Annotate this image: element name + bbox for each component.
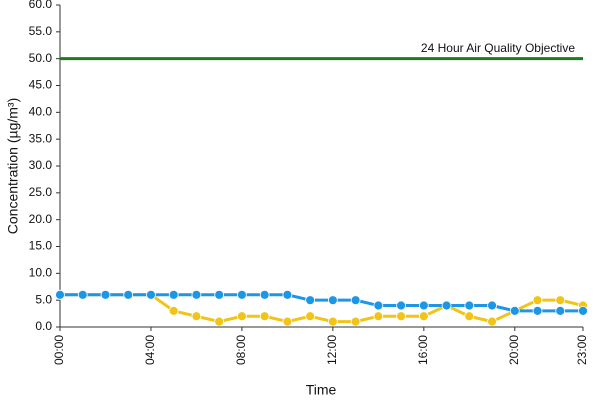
x-tick-label: 04:00 — [143, 335, 157, 365]
data-point — [487, 300, 497, 311]
y-tick-label: 10.0 — [29, 266, 53, 280]
data-point — [418, 300, 429, 311]
data-point — [282, 289, 293, 300]
y-tick-label: 50.0 — [29, 51, 53, 65]
data-point — [191, 289, 202, 300]
data-point — [578, 305, 588, 316]
data-point — [168, 289, 179, 300]
data-point — [441, 300, 452, 311]
data-point — [327, 316, 338, 327]
data-point — [350, 316, 361, 327]
data-point — [123, 289, 134, 300]
x-tick-label: 12:00 — [325, 335, 339, 365]
data-point — [259, 311, 270, 322]
x-tick-label: 00:00 — [52, 335, 66, 365]
y-tick-label: 45.0 — [29, 78, 53, 92]
data-point — [464, 311, 475, 322]
data-point — [327, 295, 338, 306]
y-tick-label: 0.0 — [35, 319, 52, 333]
data-point — [282, 316, 293, 327]
data-point — [77, 289, 88, 300]
data-point — [555, 305, 566, 316]
data-point — [55, 289, 65, 300]
x-tick-label: 08:00 — [234, 335, 248, 365]
data-point — [168, 305, 179, 316]
data-point — [396, 311, 406, 322]
data-point — [259, 289, 270, 300]
data-point — [509, 305, 520, 316]
series-line — [60, 293, 583, 313]
data-point — [373, 311, 384, 322]
data-point — [305, 295, 316, 306]
objective-label: 24 Hour Air Quality Objective — [421, 41, 575, 55]
data-point — [532, 305, 543, 316]
data-point — [532, 295, 543, 306]
x-tick-label: 20:00 — [507, 335, 521, 365]
y-tick-label: 20.0 — [29, 212, 53, 226]
y-tick-label: 35.0 — [29, 131, 53, 145]
data-point — [237, 311, 247, 322]
data-point — [146, 289, 156, 300]
y-tick-label: 60.0 — [29, 0, 53, 11]
x-tick-label: 16:00 — [416, 335, 430, 365]
data-point — [191, 311, 202, 322]
data-point — [555, 295, 566, 306]
y-tick-label: 25.0 — [29, 185, 53, 199]
x-axis-label: Time — [306, 382, 337, 398]
data-point — [214, 316, 225, 327]
data-point — [214, 289, 225, 300]
data-point — [350, 295, 361, 306]
x-tick-label: 23:00 — [575, 335, 589, 365]
data-point — [305, 311, 316, 322]
y-tick-label: 55.0 — [29, 24, 53, 38]
y-tick-label: 5.0 — [35, 292, 52, 306]
y-tick-label: 15.0 — [29, 239, 53, 253]
data-point — [237, 289, 247, 300]
y-tick-label: 30.0 — [29, 158, 53, 172]
data-point — [487, 316, 497, 327]
data-point — [396, 300, 406, 311]
data-point — [373, 300, 384, 311]
y-tick-label: 40.0 — [29, 105, 53, 119]
data-point — [464, 300, 475, 311]
y-axis-label: Concentration (µg/m³) — [5, 98, 21, 234]
data-point — [418, 311, 429, 322]
data-point — [100, 289, 111, 300]
